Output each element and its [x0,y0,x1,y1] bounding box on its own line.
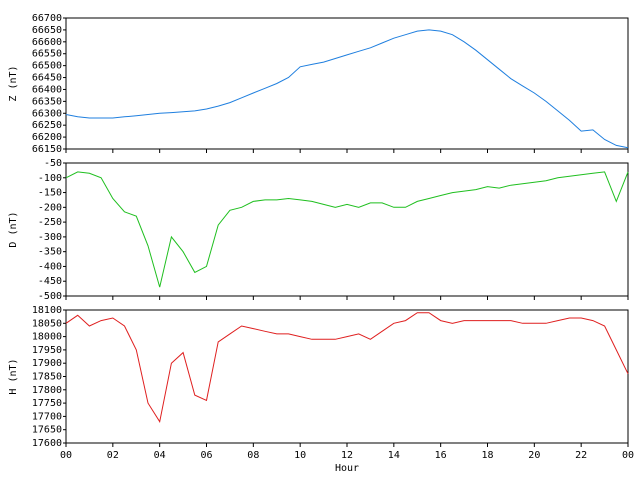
y-tick-label: 17900 [32,358,62,369]
y-tick-label: 66700 [32,13,62,24]
y-tick-label: 17750 [32,398,62,409]
y-tick-label: 17850 [32,372,62,383]
y-axis-label: Z (nT) [8,65,19,101]
x-tick-label: 16 [435,450,447,461]
y-tick-label: -450 [38,276,62,287]
y-tick-label: 66450 [32,73,62,84]
y-tick-label: 66500 [32,61,62,72]
y-tick-label: 17700 [32,411,62,422]
y-tick-label: -400 [38,261,62,272]
y-tick-label: 66250 [32,120,62,131]
y-tick-label: -100 [38,173,62,184]
data-line [65,171,629,288]
x-tick-label: 06 [200,450,212,461]
y-tick-label: -350 [38,247,62,258]
panel-frame [65,17,629,150]
y-tick-label: -50 [44,158,62,169]
x-tick-label: 10 [294,450,306,461]
y-tick-label: 66200 [32,132,62,143]
y-tick-label: -200 [38,202,62,213]
x-tick-label: 20 [528,450,540,461]
x-tick-label: 00 [622,450,634,461]
x-tick-label: 04 [154,450,166,461]
panel-frame [65,162,629,297]
x-axis-label: Hour [335,463,359,474]
y-tick-label: 17600 [32,438,62,449]
y-tick-label: 18100 [32,305,62,316]
y-tick-label: 66600 [32,37,62,48]
y-tick-label: 17950 [32,345,62,356]
y-tick-label: -150 [38,188,62,199]
x-tick-label: 12 [341,450,353,461]
y-axis-label: D (nT) [8,211,19,247]
y-tick-label: -500 [38,291,62,302]
y-tick-label: 17650 [32,425,62,436]
x-tick-label: 08 [247,450,259,461]
y-tick-label: 66150 [32,144,62,155]
y-tick-label: 66650 [32,25,62,36]
x-tick-label: 22 [575,450,587,461]
y-tick-label: -250 [38,217,62,228]
x-tick-label: 00 [60,450,72,461]
y-tick-label: 18050 [32,318,62,329]
data-line [65,312,629,424]
y-tick-label: -300 [38,232,62,243]
y-tick-label: 66300 [32,108,62,119]
y-tick-label: 66350 [32,96,62,107]
y-tick-label: 66550 [32,49,62,60]
panel-frame [65,309,629,444]
y-tick-label: 18000 [32,332,62,343]
y-tick-label: 17800 [32,385,62,396]
data-line [65,29,629,149]
x-tick-label: 18 [481,450,493,461]
y-axis-label: H (nT) [8,358,19,394]
x-tick-label: 14 [388,450,400,461]
x-tick-label: 02 [107,450,119,461]
y-tick-label: 66400 [32,84,62,95]
